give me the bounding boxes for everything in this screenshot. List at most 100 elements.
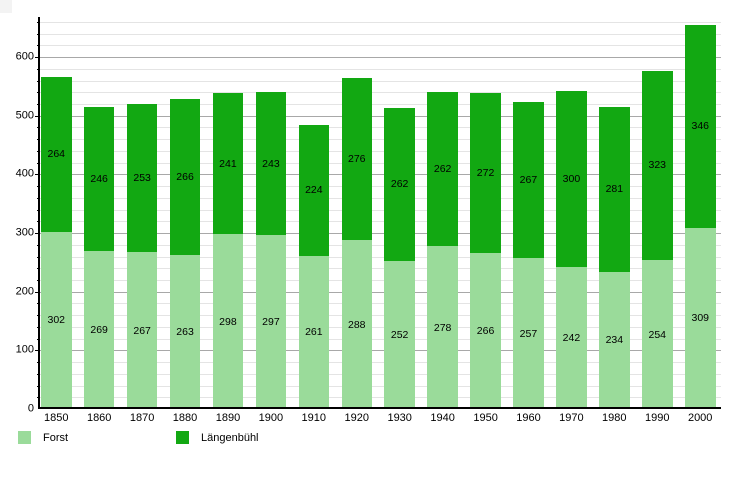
bar-forst-2000 <box>685 227 716 409</box>
minor-tick-440 <box>37 150 40 152</box>
bar-value-langenbuhl-1920: 276 <box>347 152 366 165</box>
minor-gridline-20 <box>40 397 721 399</box>
minor-tick-480 <box>37 127 40 129</box>
y-axis-label-0: 0 <box>27 402 34 415</box>
major-gridline-500 <box>40 115 721 117</box>
minor-gridline-460 <box>40 139 721 141</box>
x-axis-label-1900: 1900 <box>258 412 284 424</box>
legend-label-laengenbuhl: Längenbühl <box>201 432 259 444</box>
major-gridline-400 <box>40 174 721 176</box>
major-tick-200 <box>35 291 40 293</box>
bar-forst-1900 <box>255 234 287 409</box>
bar-value-forst-1950: 266 <box>476 324 495 337</box>
bar-forst-1970 <box>556 267 587 409</box>
y-axis-label-400: 400 <box>15 167 34 180</box>
minor-tick-260 <box>37 256 40 258</box>
minor-gridline-340 <box>40 209 721 211</box>
bar-value-forst-1900: 297 <box>262 315 280 328</box>
minor-tick-160 <box>37 315 40 317</box>
bar-forst-1960 <box>513 258 544 409</box>
y-axis-line <box>38 17 40 409</box>
minor-tick-520 <box>37 103 40 105</box>
bar-value-langenbuhl-1900: 243 <box>262 157 280 170</box>
minor-gridline-60 <box>40 373 721 375</box>
bar-langenbuhl-1960 <box>513 101 544 259</box>
bar-forst-1980 <box>599 271 630 409</box>
minor-gridline-180 <box>40 303 721 305</box>
x-axis-label-1930: 1930 <box>387 412 412 424</box>
x-axis-label-1910: 1910 <box>301 412 327 424</box>
y-axis-label-500: 500 <box>15 109 34 122</box>
bar-langenbuhl-1980 <box>599 106 630 272</box>
minor-gridline-80 <box>40 362 721 364</box>
minor-tick-540 <box>37 92 40 94</box>
minor-gridline-40 <box>40 385 721 387</box>
x-axis-label-1870: 1870 <box>129 412 155 424</box>
bar-value-langenbuhl-2000: 346 <box>691 119 710 132</box>
x-axis-label-1990: 1990 <box>645 412 670 424</box>
minor-tick-640 <box>37 33 40 35</box>
legend-swatch-forst <box>18 431 31 444</box>
major-gridline-300 <box>40 233 721 234</box>
minor-tick-180 <box>37 303 40 305</box>
bar-forst-1930 <box>384 261 415 409</box>
bar-langenbuhl-1900 <box>255 92 287 235</box>
minor-tick-120 <box>37 338 40 340</box>
minor-gridline-240 <box>40 268 721 270</box>
minor-tick-360 <box>37 197 40 199</box>
bar-value-forst-1880: 263 <box>176 325 194 338</box>
minor-tick-420 <box>37 162 40 164</box>
major-tick-300 <box>35 233 40 234</box>
minor-gridline-280 <box>40 244 721 246</box>
major-tick-500 <box>35 115 40 117</box>
bar-value-forst-1870: 267 <box>133 324 151 337</box>
bar-langenbuhl-1950 <box>470 93 501 253</box>
bar-value-forst-1910: 261 <box>305 326 323 339</box>
minor-tick-560 <box>37 80 40 82</box>
x-axis-label-1970: 1970 <box>559 412 584 424</box>
minor-tick-320 <box>37 221 40 223</box>
bar-forst-1910 <box>298 255 330 409</box>
bar-forst-1880 <box>169 254 201 409</box>
bar-langenbuhl-1850 <box>41 76 72 232</box>
bar-value-langenbuhl-1910: 224 <box>305 183 323 196</box>
minor-gridline-480 <box>40 127 721 129</box>
x-axis-label-1920: 1920 <box>344 412 370 424</box>
corner-artifact <box>0 0 12 13</box>
x-axis-label-1850: 1850 <box>44 412 69 424</box>
minor-gridline-540 <box>40 92 721 94</box>
minor-tick-20 <box>37 397 40 399</box>
minor-tick-60 <box>37 373 40 375</box>
y-axis-label-100: 100 <box>15 343 34 356</box>
minor-gridline-260 <box>40 256 721 258</box>
minor-gridline-620 <box>40 45 721 47</box>
bar-value-langenbuhl-1930: 262 <box>390 178 409 191</box>
bar-forst-1890 <box>212 234 244 409</box>
bar-langenbuhl-1910 <box>298 124 330 256</box>
bar-langenbuhl-1890 <box>212 92 244 235</box>
bar-value-langenbuhl-1890: 241 <box>219 157 237 170</box>
minor-gridline-520 <box>40 103 721 105</box>
bar-value-forst-1930: 252 <box>390 328 409 341</box>
bar-forst-1850 <box>41 231 72 409</box>
minor-gridline-420 <box>40 162 721 164</box>
major-tick-400 <box>35 174 40 176</box>
bar-langenbuhl-2000 <box>685 24 716 228</box>
bar-value-langenbuhl-1860: 246 <box>90 172 108 185</box>
bar-forst-1920 <box>341 240 372 409</box>
x-axis-label-1890: 1890 <box>215 412 241 424</box>
minor-tick-460 <box>37 139 40 141</box>
bar-forst-1860 <box>83 251 115 409</box>
minor-tick-580 <box>37 68 40 70</box>
y-axis-label-300: 300 <box>15 226 34 239</box>
minor-gridline-560 <box>40 80 721 82</box>
minor-gridline-160 <box>40 315 721 317</box>
bar-value-langenbuhl-1970: 300 <box>562 172 581 185</box>
bar-value-langenbuhl-1850: 264 <box>47 148 66 161</box>
minor-gridline-660 <box>40 21 721 23</box>
minor-tick-40 <box>37 385 40 387</box>
minor-tick-660 <box>37 21 40 23</box>
x-axis-label-2000: 2000 <box>687 412 713 424</box>
minor-tick-340 <box>37 209 40 211</box>
